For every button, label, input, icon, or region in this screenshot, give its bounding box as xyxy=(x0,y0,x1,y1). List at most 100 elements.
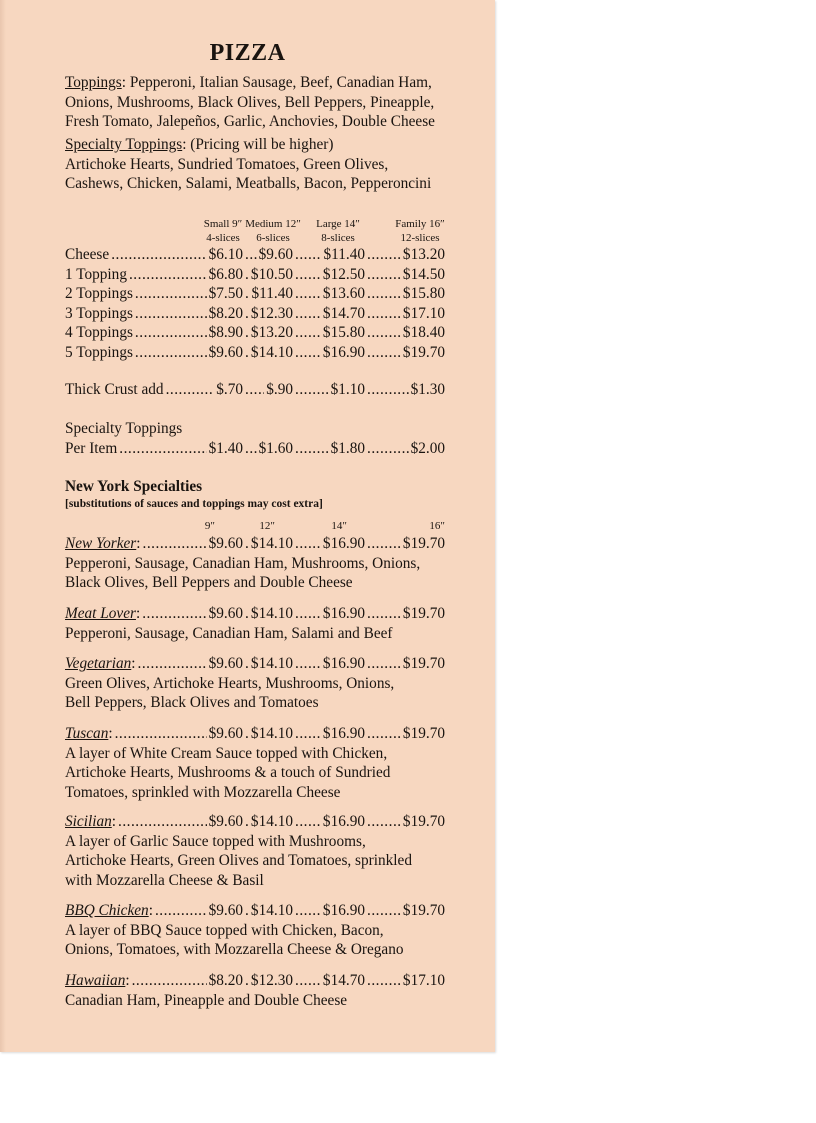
dot-leader xyxy=(245,343,249,363)
dot-leader xyxy=(118,812,207,832)
specialty-price-row: Tuscan:$9.60$14.10$16.90$19.70 xyxy=(65,724,445,744)
ny-size-labels: 9″ 12″ 14″ 16″ xyxy=(204,520,445,532)
price: $12.50 xyxy=(322,265,365,283)
dot-leader xyxy=(295,265,321,285)
price: $12.30 xyxy=(250,972,293,989)
specialty-description: A layer of BBQ Sauce topped with Chicken… xyxy=(65,921,384,939)
dot-leader xyxy=(111,245,206,265)
specialty-description: Tomatoes, sprinkled with Mozzarella Chee… xyxy=(65,783,341,801)
dot-leader xyxy=(367,265,401,285)
price-row: 3 Toppings $8.20 $12.30 $14.70 $17.10 xyxy=(65,304,445,324)
specialty-price-row: New Yorker:$9.60$14.10$16.90$19.70 xyxy=(65,534,445,554)
specialty-description: Black Olives, Bell Peppers and Double Ch… xyxy=(65,574,353,591)
dot-leader xyxy=(367,812,401,832)
specialty-price-row: Vegetarian:$9.60$14.10$16.90$19.70 xyxy=(65,654,445,674)
price: $2.00 xyxy=(410,439,445,457)
row-label: Per Item xyxy=(65,439,118,457)
dot-leader xyxy=(367,439,409,459)
dot-leader xyxy=(295,323,321,343)
specialty-description: Pepperoni, Sausage, Canadian Ham, Mushro… xyxy=(65,554,421,572)
dot-leader xyxy=(245,284,250,304)
price: $14.50 xyxy=(402,265,445,283)
price: $14.10 xyxy=(250,725,293,742)
specialty-line: Cashews, Chicken, Salami, Meatballs, Bac… xyxy=(65,175,432,192)
specialty-name: Tuscan xyxy=(65,725,109,742)
dot-leader xyxy=(155,901,207,921)
dot-leader xyxy=(295,812,321,832)
dot-leader xyxy=(135,323,207,343)
size-family: Family 16″ 12-slices xyxy=(395,218,445,244)
price: $8.20 xyxy=(208,972,243,989)
dot-leader xyxy=(119,439,206,459)
row-label: Thick Crust add xyxy=(65,381,164,398)
dot-leader xyxy=(245,245,257,265)
dot-leader xyxy=(295,439,329,459)
dot-leader xyxy=(245,304,249,324)
price: $1.30 xyxy=(410,381,445,398)
price: $9.60 xyxy=(258,246,293,263)
price: $6.80 xyxy=(208,265,243,283)
price: $1.80 xyxy=(330,439,365,457)
specialty-description: Bell Peppers, Black Olives and Tomatoes xyxy=(65,694,319,711)
price: $10.50 xyxy=(250,265,293,283)
price: $14.10 xyxy=(250,902,293,919)
specialty-name: Meat Lover xyxy=(65,605,136,622)
price-row: 5 Toppings $9.60 $14.10 $16.90 $19.70 xyxy=(65,343,445,363)
price-row: Cheese $6.10 $9.60 $11.40 $13.20 xyxy=(65,245,445,265)
price: $19.70 xyxy=(402,902,445,919)
specialty-item: Hawaiian:$8.20$12.30$14.70$17.10Canadian… xyxy=(65,971,465,1010)
price-row: 2 Toppings $7.50 $11.40 $13.60 $15.80 xyxy=(65,284,445,304)
dot-leader xyxy=(245,323,249,343)
specialty-toppings-section: Specialty Toppings: (Pricing will be hig… xyxy=(65,135,465,194)
specialty-description: Pepperoni, Sausage, Canadian Ham, Salami… xyxy=(65,624,393,642)
price: $16.90 xyxy=(322,813,365,830)
specialty-description: with Mozzarella Cheese & Basil xyxy=(65,871,264,889)
dot-leader xyxy=(295,304,321,324)
price: $16.90 xyxy=(322,655,365,672)
price: $1.40 xyxy=(208,439,243,457)
dot-leader xyxy=(245,901,249,921)
price: $9.60 xyxy=(208,813,243,830)
dot-leader xyxy=(143,534,207,554)
price: $.90 xyxy=(266,381,293,398)
price: $16.90 xyxy=(322,725,365,742)
price: $1.10 xyxy=(330,381,365,398)
toppings-label: Toppings xyxy=(65,74,122,91)
dot-leader xyxy=(295,380,329,400)
price: $14.10 xyxy=(250,535,293,552)
dot-leader xyxy=(295,284,321,304)
specialty-price-row: BBQ Chicken:$9.60$14.10$16.90$19.70 xyxy=(65,901,445,921)
price: $16.90 xyxy=(322,902,365,919)
dot-leader xyxy=(142,604,206,624)
dot-leader xyxy=(367,380,409,400)
dot-leader xyxy=(129,265,207,285)
price: $9.60 xyxy=(208,535,243,552)
price: $17.10 xyxy=(402,972,445,989)
dot-leader xyxy=(367,901,401,921)
dot-leader xyxy=(367,245,401,265)
price: $18.40 xyxy=(402,324,445,341)
size-small: Small 9″ 4-slices xyxy=(203,218,243,244)
per-item-row: Per Item $1.40 $1.60 $1.80 $2.00 xyxy=(65,439,445,459)
menu-page: PIZZA Toppings: Pepperoni, Italian Sausa… xyxy=(0,0,495,1052)
dot-leader xyxy=(135,304,207,324)
toppings-line: Pepperoni, Italian Sausage, Beef, Canadi… xyxy=(129,74,432,91)
dot-leader xyxy=(295,245,322,265)
dot-leader xyxy=(367,304,401,324)
price: $9.60 xyxy=(208,605,243,622)
specialty-toppings-label: Specialty Toppings xyxy=(65,136,183,153)
specialty-note: (Pricing will be higher) xyxy=(190,136,334,153)
dot-leader xyxy=(135,284,207,304)
size-medium: Medium 12″ 6-slices xyxy=(245,218,301,244)
price: $19.70 xyxy=(402,535,445,552)
price: $16.90 xyxy=(322,343,365,361)
price: $6.10 xyxy=(208,246,243,263)
size-large: Large 14″ 8-slices xyxy=(316,218,360,244)
price: $11.40 xyxy=(251,285,294,302)
specialty-item: Sicilian:$9.60$14.10$16.90$19.70A layer … xyxy=(65,812,465,890)
dot-leader xyxy=(132,971,207,991)
specialty-description: Onions, Tomatoes, with Mozzarella Cheese… xyxy=(65,941,404,958)
toppings-section: Toppings: Pepperoni, Italian Sausage, Be… xyxy=(65,73,465,132)
price: $13.60 xyxy=(322,285,365,302)
price: $8.20 xyxy=(208,304,243,322)
